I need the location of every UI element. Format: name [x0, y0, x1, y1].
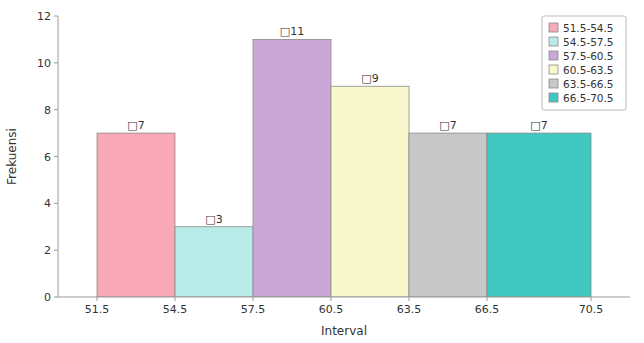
x-tick — [175, 297, 176, 301]
legend-label: 54.5-57.5 — [563, 36, 614, 48]
y-tick-label: 12 — [37, 10, 51, 23]
legend-label: 66.5-70.5 — [563, 92, 614, 104]
legend-frame — [542, 16, 626, 110]
x-tick — [253, 297, 254, 301]
legend-swatch — [549, 65, 558, 74]
legend-swatch — [549, 37, 558, 46]
legend-swatch — [549, 93, 558, 102]
data-label: □3 — [205, 213, 222, 226]
y-tick — [54, 62, 58, 63]
bar — [175, 227, 253, 297]
legend-swatch — [549, 23, 558, 32]
legend-swatch — [549, 79, 558, 88]
x-tick — [487, 297, 488, 301]
data-label: □7 — [127, 119, 144, 132]
y-tick-label: 6 — [44, 151, 51, 164]
x-tick-label: 51.5 — [85, 303, 110, 316]
y-axis-label: Frekuensi — [5, 128, 19, 185]
data-label: □7 — [530, 119, 547, 132]
x-tick — [591, 297, 592, 301]
y-tick-label: 0 — [44, 291, 51, 304]
x-tick — [409, 297, 410, 301]
axes: 0 2 4 6 8 10 12 51.5 54.5 57.5 60.5 63.5 66.5 70.5 — [37, 10, 630, 316]
bar — [487, 133, 591, 297]
x-tick — [97, 297, 98, 301]
y-tick-label: 4 — [44, 197, 51, 210]
y-tick — [54, 156, 58, 157]
y-tick-label: 2 — [44, 244, 51, 257]
y-tick — [54, 297, 58, 298]
y-tick — [54, 250, 58, 251]
bars — [97, 39, 591, 297]
legend-label: 60.5-63.5 — [563, 64, 614, 76]
x-tick-label: 54.5 — [163, 303, 188, 316]
x-tick-label: 63.5 — [397, 303, 422, 316]
x-tick-label: 57.5 — [241, 303, 266, 316]
x-axis-label: Interval — [321, 324, 367, 338]
y-tick — [54, 16, 58, 17]
chart: □7 □3 □11 □9 □7 □7 0 2 4 6 8 10 12 51.5 54.5 57.5 60.5 63… — [0, 0, 644, 343]
bar — [97, 133, 175, 297]
legend-swatch — [549, 51, 558, 60]
data-label: □11 — [280, 25, 304, 38]
data-label: □9 — [361, 72, 378, 85]
bar — [331, 86, 409, 297]
y-tick-label: 8 — [44, 104, 51, 117]
legend-label: 63.5-66.5 — [563, 78, 614, 90]
x-tick-label: 60.5 — [319, 303, 344, 316]
bar — [409, 133, 487, 297]
data-labels: □7 □3 □11 □9 □7 □7 — [127, 25, 547, 225]
bar — [253, 39, 331, 297]
legend: 51.5-54.5 54.5-57.5 57.5-60.5 60.5-63.5 63.5… — [542, 16, 626, 110]
legend-label: 51.5-54.5 — [563, 22, 614, 34]
x-axis-line — [58, 297, 630, 298]
y-tick — [54, 203, 58, 204]
data-label: □7 — [439, 119, 456, 132]
x-tick-label: 70.5 — [579, 303, 604, 316]
x-tick-label: 66.5 — [475, 303, 500, 316]
legend-label: 57.5-60.5 — [563, 50, 614, 62]
x-tick — [331, 297, 332, 301]
y-tick — [54, 109, 58, 110]
chart-container: □7 □3 □11 □9 □7 □7 0 2 4 6 8 10 12 51.5 54.5 57.5 60.5 63… — [0, 0, 644, 343]
y-tick-label: 10 — [37, 57, 51, 70]
